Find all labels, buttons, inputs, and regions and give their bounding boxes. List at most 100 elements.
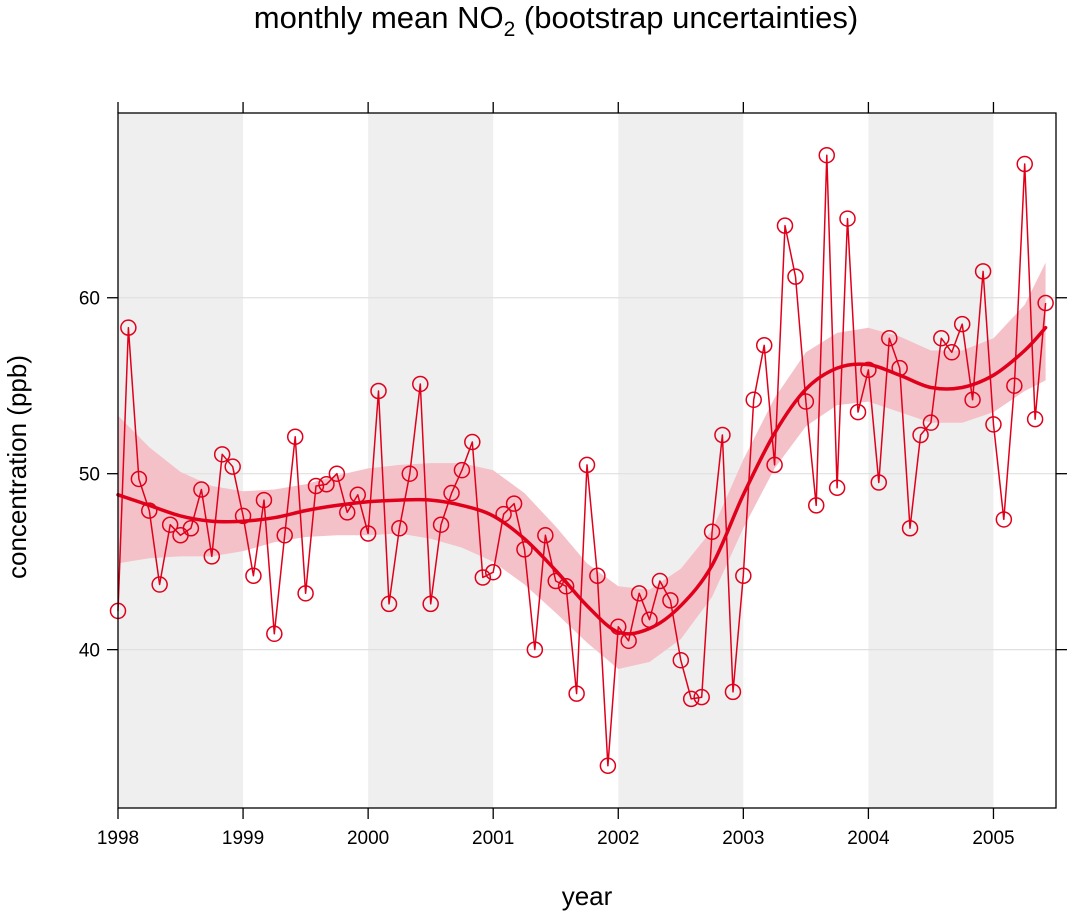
- data-point: [995, 511, 1013, 528]
- data-point: [860, 361, 877, 379]
- year-band: [868, 113, 994, 808]
- data-point: [578, 456, 596, 474]
- data-point: [255, 491, 273, 509]
- data-point: [318, 476, 335, 493]
- data-point: [1026, 410, 1044, 428]
- data-point: [120, 319, 137, 336]
- data-point: [818, 146, 836, 164]
- y-tick-label: 40: [79, 641, 100, 662]
- data-point: [422, 595, 439, 613]
- data-point: [787, 268, 804, 285]
- data-point: [484, 563, 502, 581]
- data-point: [1006, 377, 1023, 394]
- data-point: [755, 337, 773, 354]
- data-point: [505, 495, 523, 512]
- data-point: [724, 683, 742, 701]
- data-point: [537, 527, 554, 544]
- data-point: [401, 465, 419, 482]
- monthly-mean-line: [117, 154, 1047, 767]
- data-point: [266, 625, 283, 643]
- data-point: [901, 519, 919, 537]
- plot-frame: [117, 112, 1057, 809]
- chart-title: monthly mean NO2 (bootstrap uncertaintie…: [254, 0, 858, 41]
- x-tick-label: 1998: [97, 828, 139, 849]
- x-tick-label: 2005: [972, 828, 1014, 849]
- data-point: [912, 426, 929, 444]
- x-tick-label: 1999: [222, 828, 264, 849]
- data-point: [526, 641, 544, 658]
- data-point: [776, 217, 794, 234]
- data-point: [443, 484, 460, 502]
- data-point: [797, 393, 815, 410]
- data-point: [161, 516, 179, 533]
- data-point: [391, 519, 408, 537]
- data-point: [985, 416, 1002, 433]
- axes: 1998 1999 2000 2001 2002 2003 2004 2005 40 50 60: [79, 102, 1067, 849]
- uncertainty-band: [118, 262, 1046, 669]
- x-tick-label: 2000: [347, 828, 389, 849]
- x-tick-label: 2002: [597, 828, 639, 849]
- data-point: [453, 461, 471, 479]
- data-point: [693, 688, 710, 706]
- x-axis-label: year: [562, 881, 613, 911]
- data-point: [589, 567, 606, 584]
- data-point: [672, 651, 690, 669]
- data-point: [745, 391, 762, 409]
- data-point: [234, 507, 252, 525]
- data-point: [464, 433, 481, 451]
- data-point: [432, 516, 450, 533]
- data-point: [703, 523, 721, 541]
- data-point: [224, 458, 241, 475]
- data-point: [599, 757, 617, 775]
- data-point: [953, 315, 971, 333]
- data-point: [151, 576, 168, 593]
- data-point: [922, 414, 940, 431]
- data-point: [213, 446, 231, 463]
- data-point: [1016, 155, 1033, 173]
- data-point: [203, 548, 221, 565]
- data-point: [516, 541, 533, 558]
- data-point: [141, 502, 158, 519]
- data-point: [276, 527, 293, 544]
- x-tick-label: 2004: [847, 828, 890, 849]
- data-point: [412, 375, 429, 393]
- data-point: [370, 382, 387, 400]
- data-point: [193, 481, 210, 498]
- year-band: [618, 113, 744, 808]
- data-point: [682, 690, 700, 708]
- data-point: [245, 567, 262, 584]
- data-point: [807, 497, 825, 514]
- data-point: [828, 479, 846, 497]
- confidence-band: [118, 262, 1046, 669]
- data-point: [474, 569, 492, 586]
- data-point: [359, 525, 377, 542]
- data-point: [297, 585, 314, 602]
- trend-line: [116, 325, 1048, 636]
- data-point: [651, 572, 669, 590]
- y-tick-label: 60: [79, 289, 100, 310]
- x-tick-label: 2003: [722, 828, 764, 849]
- data-point: [630, 585, 648, 602]
- data-point: [870, 474, 888, 491]
- shaded-year-bands: [118, 113, 994, 808]
- data-point: [568, 685, 585, 702]
- data-point: [662, 592, 679, 609]
- data-point: [307, 477, 325, 495]
- data-point: [766, 456, 783, 474]
- data-point: [557, 578, 575, 595]
- year-band: [368, 113, 494, 808]
- data-point: [182, 519, 200, 537]
- data-point: [933, 329, 950, 347]
- data-point: [839, 210, 856, 227]
- data-point: [964, 391, 981, 409]
- data-point: [286, 428, 304, 445]
- data-point: [1037, 294, 1054, 312]
- data-point: [849, 403, 867, 421]
- y-tick-label: 50: [79, 465, 100, 486]
- data-point: [974, 263, 992, 280]
- data-point: [130, 470, 148, 488]
- data-point: [943, 344, 961, 361]
- data-point: [380, 595, 398, 613]
- data-point: [714, 426, 731, 444]
